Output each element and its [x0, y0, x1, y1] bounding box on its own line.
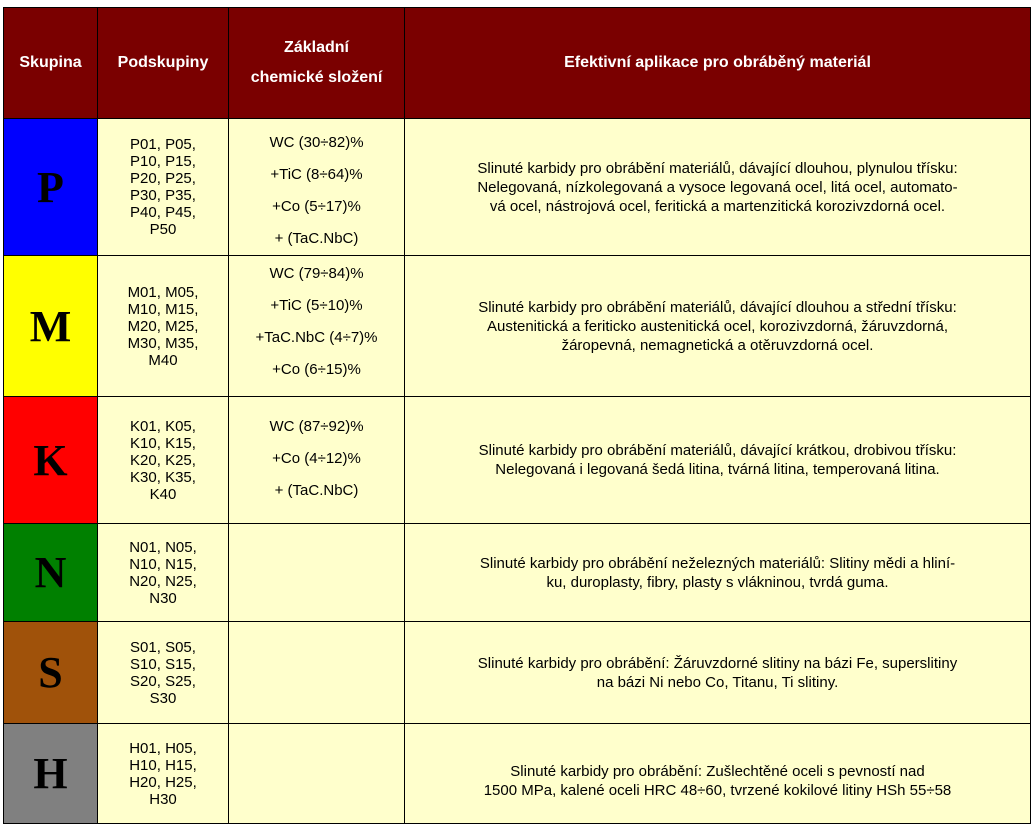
- application-line: žáropevná, nemagnetická a otěruvzdorná o…: [561, 336, 874, 354]
- chemistry-line: +Co (6÷15)%: [272, 361, 361, 378]
- table-row: N N01, N05, N10, N15, N20, N25, N30 Slin…: [3, 523, 1031, 622]
- application-line: 1500 MPa, kalené oceli HRC 48÷60, tvrzen…: [483, 781, 952, 799]
- subgroup-line: K01, K05,: [130, 417, 196, 435]
- application-cell: Slinuté karbidy pro obrábění: Žáruvzdorn…: [404, 621, 1031, 724]
- group-cell: M: [3, 255, 98, 397]
- chemistry-line: + (TaC.NbC): [274, 482, 359, 499]
- application-line: Slinuté karbidy pro obrábění: Zušlechtěn…: [510, 762, 925, 780]
- subgroup-line: H01, H05,: [129, 739, 197, 757]
- subgroup-line: H30: [149, 790, 177, 808]
- application-cell: Slinuté karbidy pro obrábění: Zušlechtěn…: [404, 723, 1031, 824]
- chemistry-cell: [228, 723, 405, 824]
- subgroups-cell: K01, K05, K10, K15, K20, K25, K30, K35, …: [97, 396, 229, 524]
- subgroup-line: K10, K15,: [130, 434, 196, 452]
- subgroup-line: S20, S25,: [130, 672, 196, 690]
- group-cell: N: [3, 523, 98, 622]
- carbide-groups-table: Skupina Podskupiny Základní chemické slo…: [3, 7, 1031, 824]
- chemistry-cell: [228, 523, 405, 622]
- subgroup-line: N01, N05,: [129, 538, 197, 556]
- table-row: K K01, K05, K10, K15, K20, K25, K30, K35…: [3, 396, 1031, 524]
- subgroups-cell: P01, P05, P10, P15, P20, P25, P30, P35, …: [97, 118, 229, 256]
- chemistry-line: +TaC.NbC (4÷7)%: [255, 329, 378, 346]
- application-cell: Slinuté karbidy pro obrábění neželezných…: [404, 523, 1031, 622]
- subgroup-line: M40: [148, 351, 178, 369]
- subgroup-line: N20, N25,: [129, 572, 197, 590]
- subgroup-line: P01, P05,: [130, 136, 196, 153]
- table-row: H H01, H05, H10, H15, H20, H25, H30 Slin…: [3, 723, 1031, 824]
- application-line: Slinuté karbidy pro obrábění: Žáruvzdorn…: [477, 654, 958, 672]
- chemistry-cell: WC (30÷82)% +TiC (8÷64)% +Co (5÷17)% + (…: [228, 118, 405, 256]
- header-row: Skupina Podskupiny Základní chemické slo…: [3, 7, 1031, 119]
- subgroup-line: P30, P35,: [130, 187, 196, 204]
- chemistry-line: WC (79÷84)%: [269, 265, 364, 282]
- subgroup-line: N10, N15,: [129, 555, 197, 573]
- application-line: na bázi Ni nebo Co, Titanu, Ti slitiny.: [596, 673, 839, 691]
- subgroup-line: P50: [149, 221, 177, 238]
- subgroup-line: P20, P25,: [130, 170, 196, 187]
- subgroup-line: K30, K35,: [130, 468, 196, 486]
- subgroup-line: S01, S05,: [130, 638, 196, 656]
- application-cell: Slinuté karbidy pro obrábění materiálů, …: [404, 118, 1031, 256]
- table-row: P P01, P05, P10, P15, P20, P25, P30, P35…: [3, 118, 1031, 256]
- subgroup-line: H10, H15,: [129, 756, 197, 774]
- group-cell: K: [3, 396, 98, 524]
- chemistry-line: +TiC (8÷64)%: [270, 166, 363, 183]
- application-line: Nelegovaná i legovaná šedá litina, tvárn…: [495, 461, 940, 478]
- chemistry-cell: WC (87÷92)% +Co (4÷12)% + (TaC.NbC): [228, 396, 405, 524]
- subgroup-line: K20, K25,: [130, 451, 196, 469]
- subgroups-cell: N01, N05, N10, N15, N20, N25, N30: [97, 523, 229, 622]
- subgroup-line: P40, P45,: [130, 204, 196, 221]
- chemistry-line: WC (30÷82)%: [269, 134, 364, 151]
- chemistry-line: +Co (4÷12)%: [272, 450, 361, 467]
- application-line: Slinuté karbidy pro obrábění materiálů, …: [478, 298, 957, 316]
- chemistry-cell: [228, 621, 405, 724]
- group-cell: S: [3, 621, 98, 724]
- header-chemistry-line1: Základní: [284, 39, 349, 56]
- chemistry-line: WC (87÷92)%: [269, 418, 364, 435]
- header-chemistry: Základní chemické složení: [228, 7, 405, 119]
- subgroup-line: P10, P15,: [130, 153, 196, 170]
- header-application: Efektivní aplikace pro obráběný materiál: [404, 7, 1031, 119]
- subgroup-line: H20, H25,: [129, 773, 197, 791]
- table-row: S S01, S05, S10, S15, S20, S25, S30 Slin…: [3, 621, 1031, 724]
- subgroup-line: M20, M25,: [127, 317, 199, 335]
- subgroup-line: S10, S15,: [130, 655, 196, 673]
- header-subgroups: Podskupiny: [97, 7, 229, 119]
- chemistry-line: +TiC (5÷10)%: [270, 297, 363, 314]
- application-line: Nelegovaná, nízkolegovaná a vysoce legov…: [477, 178, 958, 196]
- header-group: Skupina: [3, 7, 98, 119]
- subgroup-line: M01, M05,: [127, 283, 199, 301]
- subgroup-line: M10, M15,: [127, 300, 199, 318]
- table-row: M M01, M05, M10, M15, M20, M25, M30, M35…: [3, 255, 1031, 397]
- application-line: Slinuté karbidy pro obrábění materiálů, …: [477, 159, 958, 177]
- group-cell: H: [3, 723, 98, 824]
- subgroups-cell: H01, H05, H10, H15, H20, H25, H30: [97, 723, 229, 824]
- application-line: Austenitická a feriticko austenitická oc…: [486, 317, 949, 335]
- chemistry-line: + (TaC.NbC): [274, 230, 359, 247]
- subgroups-cell: M01, M05, M10, M15, M20, M25, M30, M35, …: [97, 255, 229, 397]
- carbide-groups-table-wrapper: Skupina Podskupiny Základní chemické slo…: [3, 7, 1031, 824]
- application-cell: Slinuté karbidy pro obrábění materiálů, …: [404, 255, 1031, 397]
- application-cell: Slinuté karbidy pro obrábění materiálů, …: [404, 396, 1031, 524]
- application-line: Slinuté karbidy pro obrábění neželezných…: [479, 554, 956, 572]
- chemistry-cell: WC (79÷84)% +TiC (5÷10)% +TaC.NbC (4÷7)%…: [228, 255, 405, 397]
- application-line: ku, duroplasty, fibry, plasty s vláknino…: [546, 573, 889, 591]
- application-line: Slinuté karbidy pro obrábění materiálů, …: [478, 442, 957, 459]
- group-cell: P: [3, 118, 98, 256]
- subgroups-cell: S01, S05, S10, S15, S20, S25, S30: [97, 621, 229, 724]
- subgroup-line: S30: [149, 689, 177, 707]
- application-line: vá ocel, nástrojová ocel, feritická a ma…: [489, 197, 946, 215]
- header-chemistry-line2: chemické složení: [250, 69, 383, 86]
- subgroup-line: M30, M35,: [127, 334, 199, 352]
- subgroup-line: N30: [149, 589, 177, 607]
- subgroup-line: K40: [149, 485, 177, 503]
- chemistry-line: +Co (5÷17)%: [272, 198, 361, 215]
